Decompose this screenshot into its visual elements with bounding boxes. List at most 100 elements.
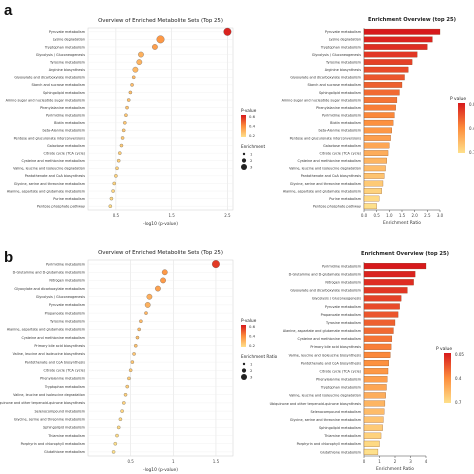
b-dot-category-label: Tyrosine metabolism bbox=[49, 320, 86, 324]
b-dot-category-label: Porphyrin and chlorophyll metabolism bbox=[21, 442, 86, 446]
a-dot-dot bbox=[121, 128, 126, 133]
b-dot-category-label: Citrate cycle (TCA cycle) bbox=[44, 369, 86, 373]
b-dot-category-label: Selenocompound metabolism bbox=[35, 409, 86, 413]
a-dot-dot bbox=[128, 90, 133, 95]
a-bar-category-label: Starch and sucrose metabolism bbox=[307, 83, 361, 87]
b-dot-legend-color-tick: 0.4 bbox=[249, 334, 256, 339]
a-dot-legend-color-title: P-value bbox=[241, 108, 257, 113]
a-dot-dot bbox=[136, 59, 143, 65]
a-bar-legend-colorbar bbox=[458, 103, 465, 153]
b-dot-category-label: Valine, leucine and isoleucine biosynthe… bbox=[13, 352, 86, 356]
b-bar-category-label: Nitrogen metabolism bbox=[325, 281, 361, 285]
b-bar-category-label: Glycine, serine and threonine metabolism bbox=[290, 418, 362, 422]
a-dot-category-label: Glyoxylate and dicarboxylate metabolism bbox=[14, 76, 85, 80]
a-bar-bar bbox=[363, 135, 391, 141]
a-dot-category-label: Glycolysis / Gluconeogenesis bbox=[36, 53, 85, 57]
b-dot-dot bbox=[211, 260, 220, 269]
b-dot-category-label: Phenylalanine metabolism bbox=[40, 377, 86, 381]
b-bar-category-label: Selenocompound metabolism bbox=[311, 410, 362, 414]
a-dot-legend-size-tick: 3 bbox=[250, 164, 253, 169]
b-bar-category-label: Propanoate metabolism bbox=[321, 313, 362, 317]
b-dot-dot bbox=[120, 409, 124, 413]
b-dot-dot bbox=[127, 376, 131, 381]
b-dot-dot bbox=[130, 360, 135, 364]
a-bar-category-label: Cysteine and methionine metabolism bbox=[297, 159, 361, 163]
a-dot-category-label: Cysteine and methionine metabolism bbox=[21, 159, 85, 163]
a-dot-category-label: Sphingolipid metabolism bbox=[43, 91, 86, 95]
b-dot-legend-size-tick: 1 bbox=[250, 361, 253, 366]
b-bar-category-label: Sphingolipid metabolism bbox=[319, 426, 362, 430]
b-bar-bar bbox=[363, 343, 392, 350]
a-bar-bar bbox=[363, 104, 396, 111]
b-bar-x-tick: 2 bbox=[394, 459, 397, 464]
a-bar-x-axis-label: Enrichment Ratio bbox=[383, 220, 421, 226]
b-bar-x-tick: 3 bbox=[409, 459, 412, 464]
a-dot-category-label: Arginine biosynthesis bbox=[49, 68, 86, 72]
a-dot-category-label: Tryptophan metabolism bbox=[44, 45, 86, 49]
a-dot-category-label: Biotin metabolism bbox=[54, 121, 86, 125]
b-bar-bar bbox=[363, 400, 386, 407]
b-dot-category-label: Cysteine and methionine metabolism bbox=[21, 336, 85, 340]
b-dot-category-label: Alanine, aspartate and glutamate metabol… bbox=[7, 328, 86, 332]
a-bar-bar bbox=[363, 127, 392, 134]
a-dot-legend-size-dot bbox=[241, 158, 247, 163]
b-dot-title: Overview of Enriched Metabolite Sets (To… bbox=[98, 250, 223, 256]
b-bar-bar bbox=[363, 368, 389, 375]
b-dot-legend-color-tick: 0.6 bbox=[249, 324, 256, 329]
a-dot-legend-size-tick: 1 bbox=[250, 151, 253, 156]
a-dot-plot-area bbox=[87, 27, 234, 211]
b-dot-legend-size-dot bbox=[241, 368, 247, 373]
b-dot-dot bbox=[132, 352, 136, 356]
a-bar-bar bbox=[363, 82, 403, 88]
a-bar-category-label: Glycolysis / Gluconeogenesis bbox=[312, 53, 361, 57]
a-dot-category-label: Amino sugar and nucleotide sugar metabol… bbox=[6, 98, 86, 102]
b-dot-dot bbox=[160, 277, 166, 284]
b-bar-category-label: Primary bile acid biosynthesis bbox=[310, 345, 361, 349]
b-dot-dot bbox=[144, 302, 151, 308]
a-bar-category-label: Galactose metabolism bbox=[323, 144, 362, 148]
a-dot-dot bbox=[152, 44, 158, 50]
a-dot-dot bbox=[116, 158, 121, 163]
a-dot-legend-size-dot bbox=[242, 152, 246, 156]
b-dot-category-label: Pantothenate and CoA biosynthesis bbox=[25, 360, 85, 364]
b-bar-category-label: Phenylalanine metabolism bbox=[316, 378, 362, 382]
a-dot-dot bbox=[126, 98, 131, 102]
a-bar-title: Enrichment Overview (top 25) bbox=[368, 17, 456, 23]
b-bar-category-label: Valine, leucine and isoleucine degradati… bbox=[289, 394, 361, 398]
a-dot-dot bbox=[115, 166, 119, 171]
a-dot-legend-size-tick: 2 bbox=[250, 158, 253, 163]
a-bar-legend-title: P value bbox=[450, 96, 466, 102]
a-bar-x-tick: 2.0 bbox=[411, 213, 418, 218]
b-bar-bar bbox=[363, 295, 402, 302]
b-dot-category-label: Glyoxylate and dicarboxylate metabolism bbox=[14, 287, 85, 291]
b-bar-bar bbox=[363, 392, 386, 399]
a-dot-dot bbox=[132, 66, 139, 73]
b-bar-bar bbox=[363, 303, 400, 310]
b-bar-bar bbox=[363, 287, 408, 294]
b-dot-x-axis-label: -log10 (p-value) bbox=[143, 467, 178, 473]
a-dot-category-label: Pentose phosphate pathway bbox=[37, 205, 85, 209]
b-dot-dot bbox=[118, 417, 123, 421]
b-bar-category-label: Thiamine metabolism bbox=[323, 434, 361, 438]
b-bar-category-label: Cysteine and methionine metabolism bbox=[297, 337, 361, 341]
b-dot-legend-size-dot bbox=[241, 374, 247, 380]
a-bar-category-label: Purine metabolism bbox=[329, 197, 361, 201]
a-dot-dot bbox=[108, 204, 113, 208]
b-dot-category-label: Sphingolipid metabolism bbox=[43, 426, 86, 430]
b-dot-legend-colorbar bbox=[241, 325, 246, 347]
a-dot-category-label: Phenylalanine metabolism bbox=[40, 106, 86, 110]
a-bar-category-label: Arginine biosynthesis bbox=[325, 68, 362, 72]
a-bar-category-label: Phenylalanine metabolism bbox=[316, 106, 362, 110]
a-bar-category-label: Sphingolipid metabolism bbox=[319, 91, 362, 95]
a-dot-legend-color-tick: 0.2 bbox=[249, 133, 256, 138]
a-bar-bar bbox=[363, 119, 394, 126]
a-dot-legend-colorbar bbox=[241, 115, 246, 137]
b-bar-legend-colorbar bbox=[444, 353, 451, 403]
a-bar-bar bbox=[363, 112, 395, 119]
b-dot-dot bbox=[139, 319, 143, 323]
a-dot-category-label: Purine metabolism bbox=[53, 197, 85, 201]
b-dot-dot bbox=[111, 450, 116, 454]
b-dot-category-label: Glycolysis / Gluconeogenesis bbox=[36, 295, 85, 299]
b-bar-x-tick: 0 bbox=[363, 459, 366, 464]
